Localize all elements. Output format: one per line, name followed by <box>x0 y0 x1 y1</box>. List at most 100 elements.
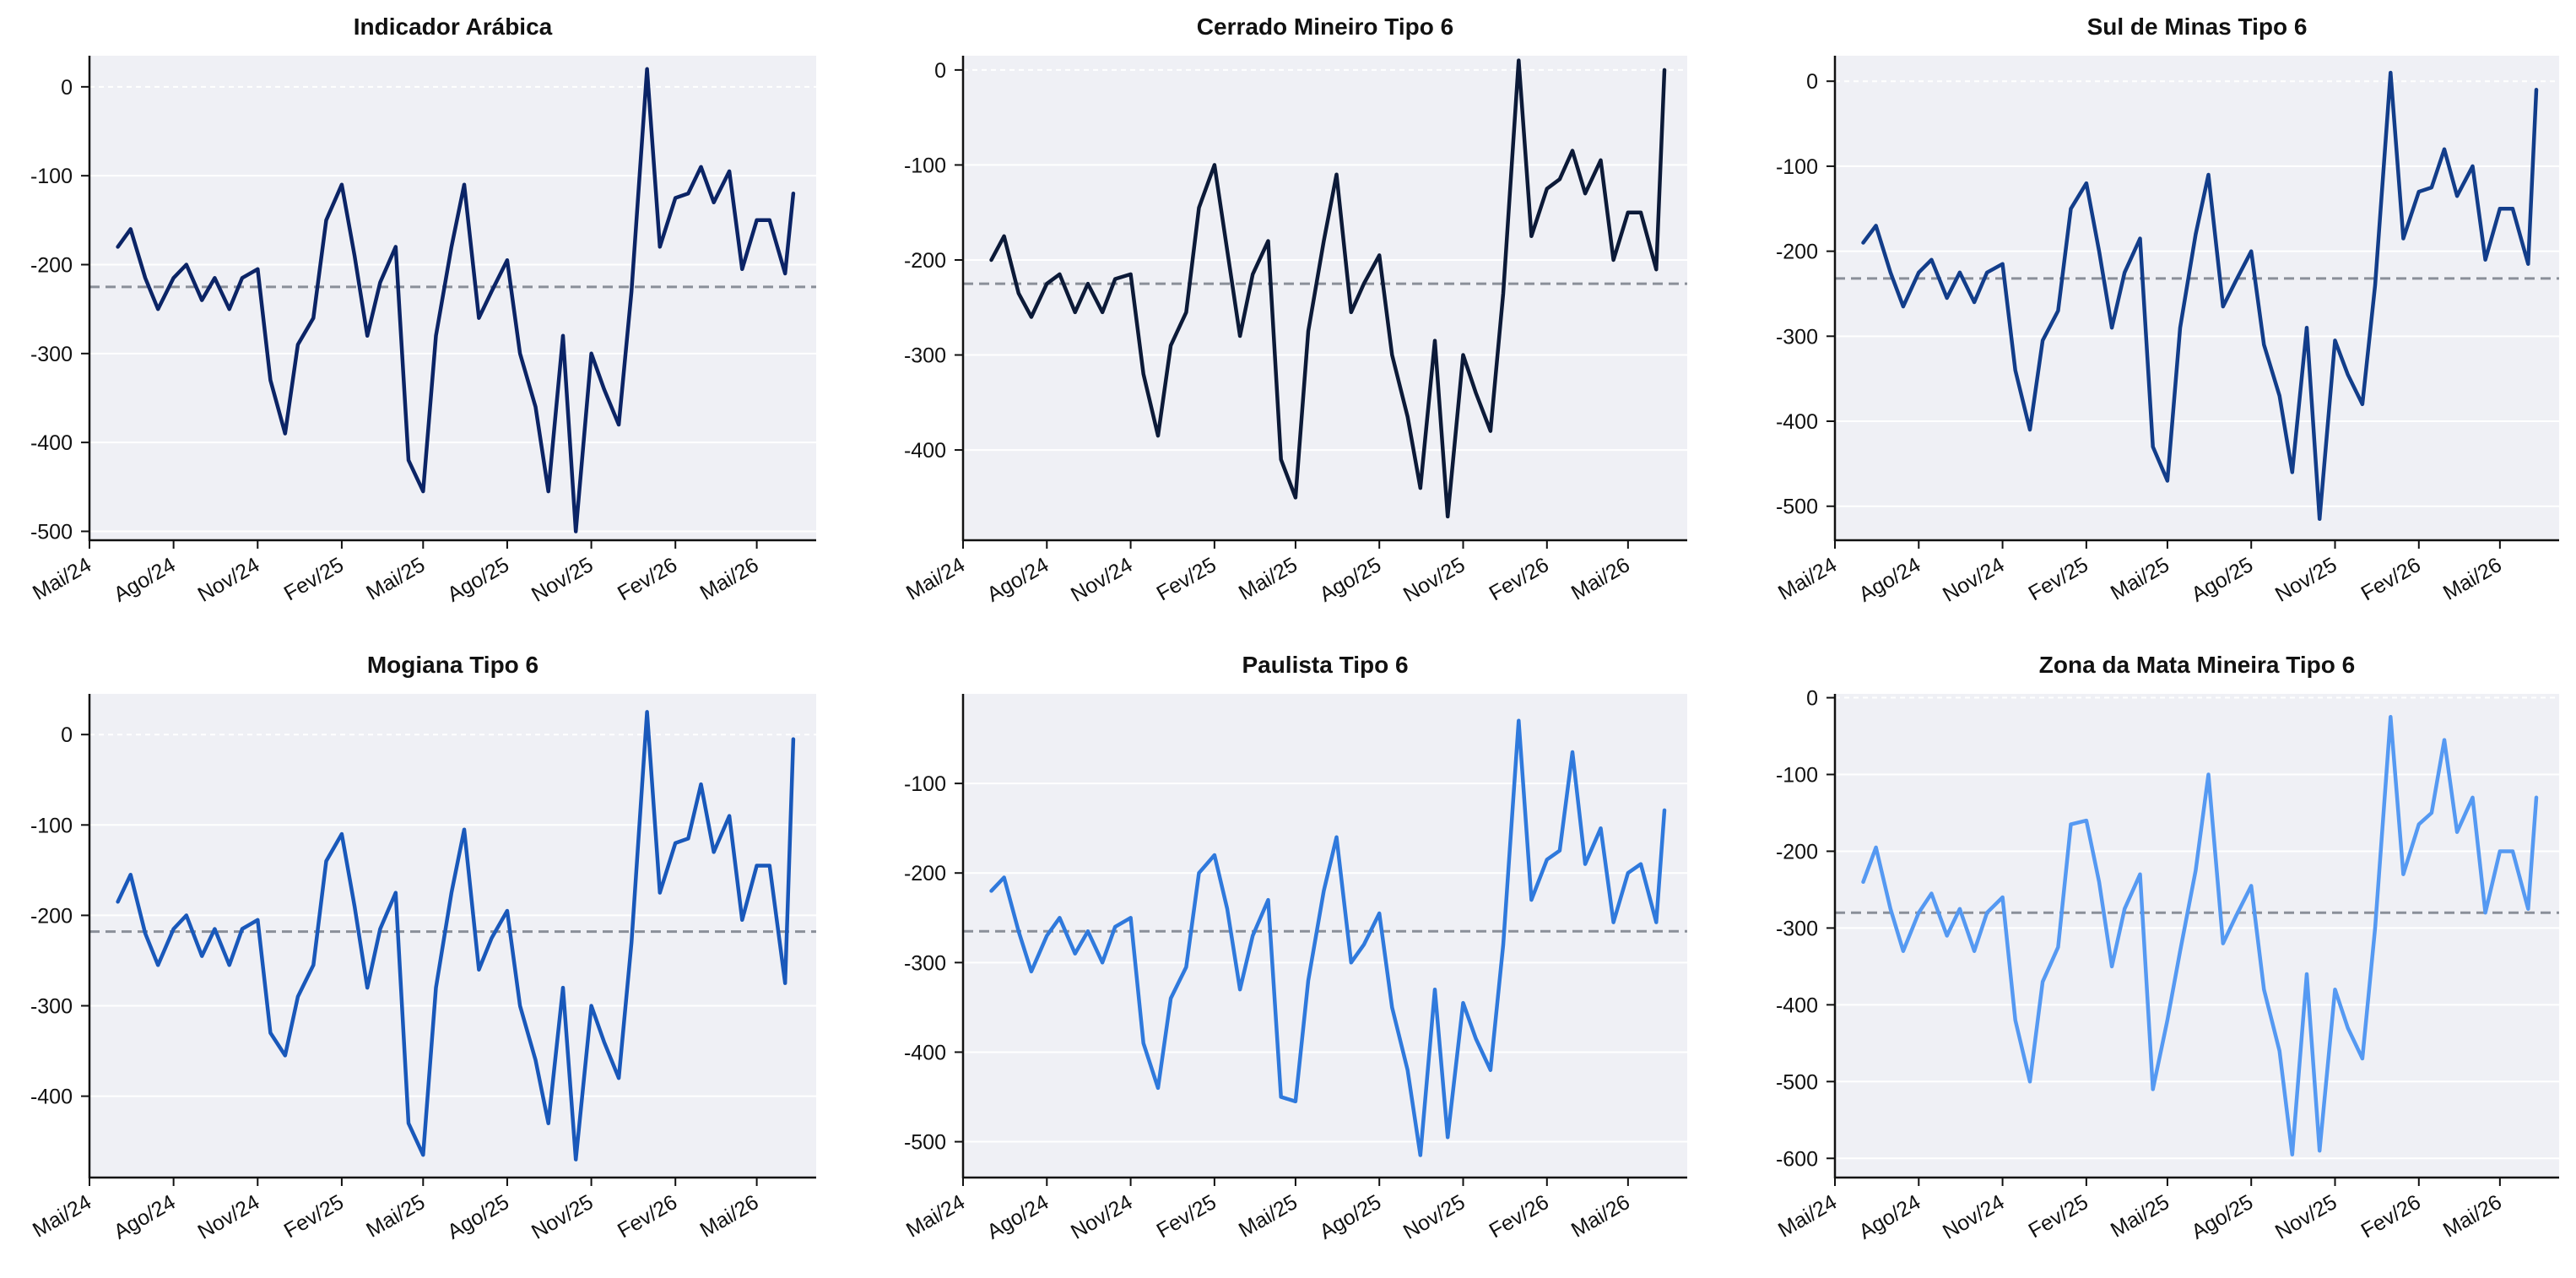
x-tick-label: Fev/25 <box>280 553 348 605</box>
x-tick-label: Nov/24 <box>194 553 264 607</box>
x-tick-label: Nov/25 <box>528 553 598 607</box>
x-tick-label: Mai/25 <box>1235 1190 1302 1243</box>
x-tick-label: Mai/26 <box>2439 1190 2506 1243</box>
series-line <box>989 718 1667 1157</box>
x-tick-label: Mai/25 <box>2107 553 2173 605</box>
x-tick-label: Fev/26 <box>614 553 681 605</box>
chart-panel-4: 0 -100 -200 -300 -400 Mai/24 Ago/24 Nov/24 Fev/2… <box>29 652 816 1244</box>
y-tick-label: 0 <box>61 723 73 747</box>
y-tick-label: -100 <box>904 772 946 796</box>
x-tick-label: Ago/25 <box>2188 1190 2258 1244</box>
y-tick-label: -400 <box>1776 410 1818 434</box>
y-tick-label: -500 <box>904 1131 946 1155</box>
x-tick-label: Fev/26 <box>1486 1190 1553 1243</box>
x-tick-label: Fev/26 <box>1486 553 1553 605</box>
x-tick-label: Mai/24 <box>902 1190 969 1243</box>
x-tick-label: Mai/26 <box>696 553 763 605</box>
y-tick-label: -100 <box>904 154 946 177</box>
plot-area <box>963 694 1687 1178</box>
y-tick-label: -200 <box>30 904 73 928</box>
x-tick-label: Ago/24 <box>983 553 1053 607</box>
series-line <box>116 67 796 533</box>
y-tick-label: -400 <box>904 439 946 463</box>
y-tick-label: -200 <box>30 254 73 278</box>
x-tick-label: Fev/26 <box>2357 553 2425 605</box>
x-tick-label: Nov/25 <box>2271 553 2341 607</box>
x-tick-label: Ago/25 <box>2188 553 2258 607</box>
x-tick-label: Mai/26 <box>1567 553 1634 605</box>
x-tick-label: Nov/24 <box>1067 1190 1137 1244</box>
chart-title: Mogiana Tipo 6 <box>367 652 538 678</box>
x-tick-label: Mai/26 <box>2439 553 2506 605</box>
x-tick-label: Fev/26 <box>614 1190 681 1243</box>
plot-area <box>1835 56 2559 540</box>
chart-title: Sul de Minas Tipo 6 <box>2087 14 2308 40</box>
x-tick-label: Fev/25 <box>2025 1190 2092 1243</box>
series-line <box>116 710 796 1162</box>
y-tick-label: -300 <box>30 995 73 1019</box>
series-line <box>989 58 1667 519</box>
plot-area <box>89 56 816 540</box>
x-tick-label: Nov/24 <box>194 1190 264 1244</box>
x-tick-label: Mai/24 <box>1774 553 1841 605</box>
x-tick-label: Ago/24 <box>983 1190 1053 1244</box>
y-tick-label: -100 <box>1776 155 1818 179</box>
chart-title: Zona da Mata Mineira Tipo 6 <box>2039 652 2355 678</box>
plot-area <box>1835 694 2559 1178</box>
y-tick-label: -300 <box>1776 917 1818 940</box>
chart-panel-6: 0 -100 -200 -300 -400 -500 -600 Mai/24 Ago/24 Nov… <box>1774 652 2559 1244</box>
x-tick-label: Nov/25 <box>528 1190 598 1244</box>
y-tick-label: -500 <box>1776 1070 1818 1094</box>
chart-panel-2: 0 -100 -200 -300 -400 Mai/24 Ago/24 Nov/24 Fev/2… <box>902 14 1687 607</box>
series-line <box>1861 70 2539 522</box>
x-tick-label: Fev/25 <box>1153 553 1220 605</box>
x-tick-label: Mai/26 <box>1567 1190 1634 1243</box>
x-tick-label: Mai/25 <box>2107 1190 2173 1243</box>
x-tick-label: Mai/24 <box>29 1190 95 1243</box>
y-tick-label: -400 <box>30 431 73 455</box>
y-tick-label: -600 <box>1776 1147 1818 1171</box>
y-tick-label: 0 <box>934 59 946 83</box>
x-tick-label: Nov/24 <box>1939 553 2009 607</box>
x-tick-label: Fev/25 <box>280 1190 348 1243</box>
x-tick-label: Ago/25 <box>1316 1190 1386 1244</box>
y-tick-label: -300 <box>904 344 946 368</box>
x-tick-label: Fev/25 <box>1153 1190 1220 1243</box>
x-tick-label: Fev/25 <box>2025 553 2092 605</box>
y-tick-label: -200 <box>904 249 946 273</box>
plot-area <box>89 694 816 1178</box>
chart-title: Indicador Arábica <box>354 14 553 40</box>
y-tick-label: -500 <box>1776 495 1818 519</box>
x-tick-label: Mai/24 <box>1774 1190 1841 1243</box>
x-tick-label: Ago/24 <box>110 1190 180 1244</box>
x-tick-label: Ago/24 <box>1855 553 1925 607</box>
x-tick-label: Mai/26 <box>696 1190 763 1243</box>
x-tick-label: Nov/24 <box>1939 1190 2009 1244</box>
y-tick-label: -400 <box>904 1041 946 1064</box>
series-line <box>1861 715 2539 1156</box>
x-tick-label: Nov/25 <box>2271 1190 2341 1244</box>
chart-panel-1: 0 -100 -200 -300 -400 -500 Mai/24 Ago/24 Nov/24 F… <box>29 14 816 607</box>
x-tick-label: Ago/24 <box>110 553 180 607</box>
x-tick-label: Nov/24 <box>1067 553 1137 607</box>
y-tick-label: -400 <box>1776 994 1818 1017</box>
y-tick-label: 0 <box>61 76 73 100</box>
x-tick-label: Fev/26 <box>2357 1190 2425 1243</box>
y-tick-label: -500 <box>30 520 73 544</box>
y-tick-label: -200 <box>1776 241 1818 264</box>
chart-title: Paulista Tipo 6 <box>1242 652 1408 678</box>
chart-panel-3: 0 -100 -200 -300 -400 -500 Mai/24 Ago/24 Nov/24 F… <box>1774 14 2559 607</box>
x-tick-label: Ago/25 <box>1316 553 1386 607</box>
plot-area <box>963 56 1687 540</box>
x-tick-label: Nov/25 <box>1399 553 1469 607</box>
y-tick-label: -100 <box>1776 764 1818 788</box>
y-tick-label: 0 <box>1806 70 1818 94</box>
x-tick-label: Mai/25 <box>362 553 429 605</box>
x-tick-label: Nov/25 <box>1399 1190 1469 1244</box>
x-tick-label: Ago/25 <box>443 1190 513 1244</box>
x-tick-label: Mai/25 <box>1235 553 1302 605</box>
y-tick-label: -400 <box>30 1086 73 1109</box>
x-tick-label: Mai/24 <box>902 553 969 605</box>
y-tick-label: -200 <box>1776 840 1818 864</box>
